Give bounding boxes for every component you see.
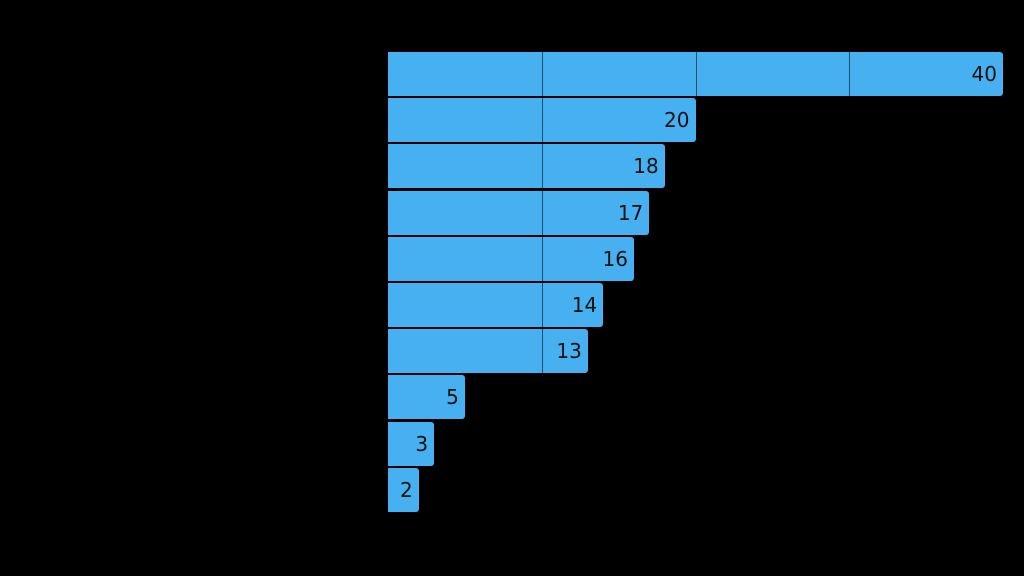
bar: 5 bbox=[388, 375, 465, 420]
bar-value-label: 14 bbox=[571, 293, 598, 317]
bar-value-label: 13 bbox=[556, 339, 582, 364]
bar-value-label: 2 bbox=[400, 477, 413, 502]
bar: 14 bbox=[388, 283, 604, 327]
bar: 17 bbox=[388, 190, 650, 235]
bar-value-label: 16 bbox=[602, 246, 628, 271]
gridline bbox=[541, 52, 543, 514]
bar: 2 bbox=[388, 467, 419, 512]
bar: 18 bbox=[388, 144, 665, 189]
bar-value-label: 5 bbox=[446, 385, 459, 410]
bar: 16 bbox=[388, 236, 634, 281]
bar-value-label: 20 bbox=[664, 108, 690, 133]
gridline bbox=[849, 52, 851, 514]
bar: 3 bbox=[388, 421, 435, 466]
gridline bbox=[695, 52, 697, 514]
bar-value-label: 40 bbox=[971, 62, 997, 86]
bar-value-label: 3 bbox=[415, 431, 429, 456]
bar-value-label: 17 bbox=[617, 200, 644, 225]
bar-value-label: 18 bbox=[633, 154, 659, 179]
bar: 13 bbox=[388, 329, 588, 374]
